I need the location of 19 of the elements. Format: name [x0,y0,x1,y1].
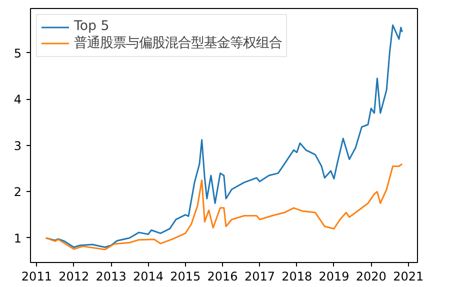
x-tick-label: 2016 [207,270,238,284]
y-tick-label: 4 [14,92,22,107]
x-tick-label: 2019 [318,270,350,284]
x-tick-label: 2011 [21,270,52,284]
y-tick-label: 1 [14,231,22,246]
y-tick-label: 2 [14,185,22,200]
line-series [45,163,403,250]
x-tick-label: 2015 [170,270,201,284]
x-tick-label: 2012 [58,270,90,284]
x-tick-label: 2021 [393,270,424,284]
legend-label: 普通股票与偏股混合型基金等权组合 [74,34,282,52]
x-tick-label: 2013 [96,270,126,284]
x-tick-label: 2017 [244,270,275,284]
legend-label: Top 5 [74,19,110,34]
y-tick-label: 3 [14,138,22,153]
x-tick-label: 2018 [282,270,312,284]
y-tick-label: 5 [14,46,22,60]
x-tick-label: 2014 [132,270,164,284]
x-tick-label: 2020 [356,270,386,284]
